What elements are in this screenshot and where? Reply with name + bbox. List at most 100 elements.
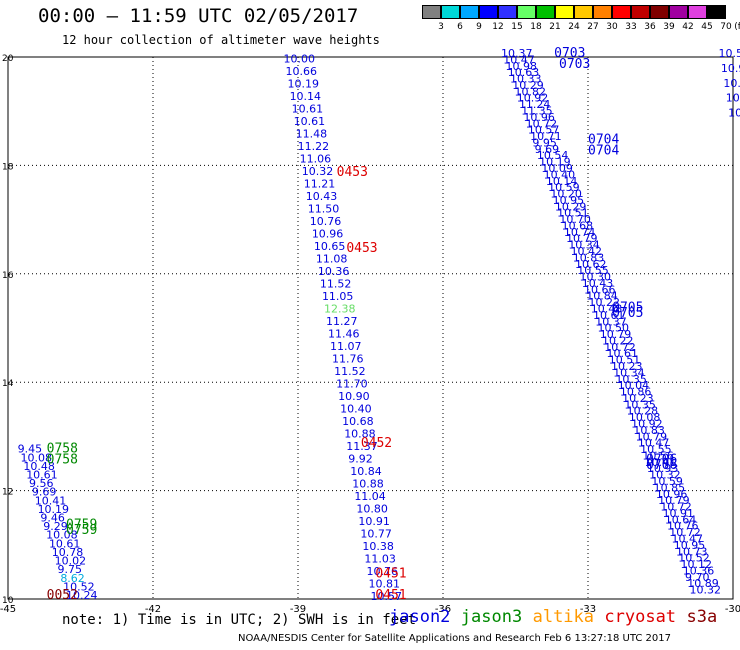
- colorbar-label: 39: [663, 22, 675, 32]
- wave-height-value: 10.48: [591, 303, 623, 316]
- colorbar-swatch: [612, 5, 631, 19]
- wave-height-value: 9.69: [535, 143, 560, 156]
- wave-height-value: 10.73: [676, 545, 708, 558]
- colorbar-swatch: [460, 5, 479, 19]
- wave-height-value: 10.47: [672, 532, 704, 545]
- credit-footer: NOAA/NESDIS Center for Satellite Applica…: [238, 633, 671, 644]
- wave-height-value: 10.96: [312, 227, 344, 240]
- wave-height-value: 10.91: [358, 515, 390, 528]
- wave-height-value: 10.51: [719, 47, 740, 60]
- wave-height-value: 9.45: [18, 443, 42, 456]
- wave-height-value: 10.52: [63, 580, 94, 593]
- wave-height-value: 10.32: [649, 469, 681, 482]
- wave-height-value: 10.29: [512, 79, 544, 92]
- pass-time-label: 0758: [47, 453, 78, 468]
- colorbar-swatch: [498, 5, 517, 19]
- colorbar-swatch: [422, 5, 441, 19]
- wave-height-value: 10.19: [38, 503, 70, 516]
- wave-height-value: 10.72: [669, 526, 701, 539]
- satellite-legend-jason3: jason3: [460, 607, 523, 627]
- colorbar-swatch: [441, 5, 460, 19]
- wave-height-value: 10.88: [352, 478, 384, 491]
- pass-time-label: 0052: [47, 588, 78, 603]
- wave-height-value: 10.12: [681, 558, 713, 571]
- wave-height-value: 11.08: [316, 252, 348, 265]
- satellite-legend-jason2: jason2: [389, 607, 451, 627]
- wave-height-value: 10.81: [368, 578, 400, 591]
- wave-height-value: 10.08: [21, 451, 53, 464]
- wave-height-value: 10.34: [613, 366, 645, 379]
- wave-height-value: 10.57: [371, 590, 403, 603]
- wave-height-value: 10.37: [595, 315, 627, 328]
- wave-height-value: 10.41: [645, 456, 677, 469]
- wave-height-value: 10.80: [356, 503, 388, 516]
- wave-height-value: 10.08: [629, 411, 661, 424]
- wave-height-value: 10.51: [609, 354, 641, 367]
- wave-height-value: 9.95: [532, 136, 557, 149]
- wave-height-value: 10.55: [640, 443, 672, 456]
- wave-height-value: 10.61: [292, 102, 324, 115]
- wave-height-value: 10.76: [310, 215, 342, 228]
- wave-height-value: 10.79: [600, 328, 632, 341]
- wave-height-value: 12.38: [324, 302, 356, 315]
- colorbar-swatch: [669, 5, 688, 19]
- map-subtitle: 12 hour collection of altimeter wave hei…: [62, 33, 380, 47]
- wave-height-value: 10.32: [690, 584, 722, 597]
- wave-height-value: 10.09: [541, 162, 573, 175]
- wave-height-value: 10.78: [52, 546, 84, 559]
- wave-height-value: 10.76: [667, 520, 699, 533]
- wave-height-value: 10.61: [294, 115, 326, 128]
- wave-height-value: 10.34: [568, 239, 600, 252]
- pass-time-label: 0451: [375, 566, 406, 581]
- wave-height-value: 11.24: [519, 98, 551, 111]
- pass-time-label: 0703: [559, 57, 590, 72]
- wave-height-value: 11.06: [300, 152, 332, 165]
- wave-height-value: 10.70: [559, 213, 591, 226]
- colorbar-label: 33: [625, 22, 637, 32]
- wave-height-value: 10.61: [49, 537, 81, 550]
- wave-height-value: 11.46: [328, 328, 360, 341]
- colorbar-swatch: [688, 5, 707, 19]
- wave-height-value: 10.79: [636, 430, 668, 443]
- wave-height-value: 10.62: [575, 258, 607, 271]
- wave-height-value: 10.66: [584, 283, 616, 296]
- wave-height-value: 10.22: [589, 296, 621, 309]
- colorbar-label: 36: [644, 22, 656, 32]
- wave-height-value: 11.22: [298, 140, 330, 153]
- wave-height-value: 10.83: [633, 424, 665, 437]
- wave-height-value: 10.42: [571, 245, 603, 258]
- wave-height-value: 11.37: [346, 440, 378, 453]
- x-tick-label: -33: [580, 604, 596, 615]
- colorbar-label: 27: [587, 22, 599, 32]
- wave-height-value: 10.64: [665, 513, 697, 526]
- colorbar-label: 9: [476, 22, 482, 32]
- wave-height-value: 10.48: [23, 460, 55, 473]
- y-tick-label: 14: [2, 379, 14, 389]
- wave-height-value: 10.41: [35, 494, 67, 507]
- wave-height-value: 11.04: [354, 490, 386, 503]
- wave-height-value: 10.33: [510, 73, 542, 86]
- wave-height-value: 10.22: [602, 334, 634, 347]
- wave-height-value: 11.70: [336, 378, 368, 391]
- satellite-legend-s3a: s3a: [686, 607, 718, 627]
- colorbar-swatch: [555, 5, 574, 19]
- wave-height-value: 10.95: [553, 194, 585, 207]
- wave-height-value: 10.72: [604, 341, 636, 354]
- pass-time-label: 0704: [588, 133, 619, 148]
- wave-height-value: 10.40: [544, 168, 576, 181]
- wave-height-value: 10.24: [66, 589, 98, 602]
- wave-height-value: 10.72: [660, 501, 692, 514]
- wave-height-value: 10.85: [654, 481, 686, 494]
- x-tick-label: -45: [0, 604, 16, 615]
- wave-height-value: 10.1: [728, 107, 740, 120]
- pass-time-label: 0758: [47, 442, 78, 457]
- wave-height-value: 10.82: [514, 85, 546, 98]
- x-tick-label: -30: [725, 604, 740, 615]
- wave-height-value: 10.43: [306, 190, 338, 203]
- wave-height-value: 11.21: [304, 177, 336, 190]
- wave-height-value: 10.5: [726, 92, 740, 105]
- pass-time-label: 0453: [337, 165, 368, 180]
- wave-height-value: 10.71: [530, 130, 562, 143]
- y-tick-label: 18: [2, 162, 14, 172]
- y-tick-label: 20: [2, 54, 14, 64]
